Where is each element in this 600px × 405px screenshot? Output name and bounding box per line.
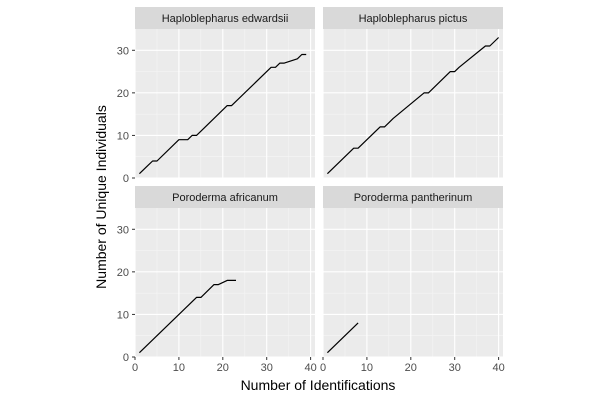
panel-title: Haploblepharus pictus bbox=[359, 13, 468, 25]
y-tick-label: 20 bbox=[117, 267, 129, 279]
y-tick-label: 0 bbox=[123, 173, 129, 185]
y-tick-label: 0 bbox=[123, 352, 129, 364]
y-tick-label: 10 bbox=[117, 309, 129, 321]
series-line-2 bbox=[326, 37, 500, 175]
y-tick-label: 30 bbox=[117, 224, 129, 236]
panel-title: Poroderma pantherinum bbox=[354, 192, 473, 204]
x-axis-col-2: 0 10 20 30 40 bbox=[320, 357, 505, 374]
x-tick-label: 10 bbox=[173, 362, 185, 374]
panel-title: Poroderma africanum bbox=[172, 192, 278, 204]
panel-strip bbox=[323, 186, 503, 208]
panel-title: Haploblepharus edwardsii bbox=[162, 13, 289, 25]
panel-4: Poroderma pantherinum bbox=[322, 186, 503, 358]
x-tick-label: 30 bbox=[261, 362, 273, 374]
panel-background bbox=[135, 208, 315, 357]
y-tick-label: 10 bbox=[117, 130, 129, 142]
x-tick-label: 20 bbox=[217, 362, 229, 374]
series-line-4 bbox=[326, 322, 359, 354]
panel-3: Poroderma africanum bbox=[134, 186, 315, 358]
x-tick-label: 10 bbox=[361, 362, 373, 374]
y-tick-label: 20 bbox=[117, 88, 129, 100]
series-line-3 bbox=[138, 279, 236, 354]
panel-background bbox=[323, 29, 503, 178]
x-tick-label: 30 bbox=[449, 362, 461, 374]
x-tick-label: 0 bbox=[320, 362, 326, 374]
y-axis-row-2: 0 10 20 30 bbox=[117, 224, 135, 364]
panel-2: Haploblepharus pictus bbox=[322, 7, 503, 179]
x-axis-title: Number of Identifications bbox=[241, 377, 396, 393]
x-tick-label: 40 bbox=[492, 362, 504, 374]
panel-strip bbox=[135, 186, 315, 208]
panels-layer: Haploblepharus edwardsii Haploblepharus p… bbox=[134, 7, 503, 358]
panel-strip bbox=[323, 7, 503, 29]
x-tick-label: 0 bbox=[132, 362, 138, 374]
x-tick-label: 20 bbox=[405, 362, 417, 374]
panel-1: Haploblepharus edwardsii bbox=[134, 7, 315, 179]
panel-strip bbox=[135, 7, 315, 29]
series-line-1 bbox=[138, 53, 307, 175]
x-axis-col-1: 0 10 20 30 40 bbox=[132, 357, 317, 374]
x-tick-label: 40 bbox=[304, 362, 316, 374]
y-axis-row-1: 0 10 20 30 bbox=[117, 45, 135, 185]
y-tick-label: 30 bbox=[117, 45, 129, 57]
axes-layer: 0 10 20 30 0 10 20 30 0 10 20 30 40 0 10 20 30 40 bbox=[117, 45, 505, 374]
y-axis-title: Number of Unique Individuals bbox=[93, 105, 109, 289]
panel-background bbox=[323, 208, 503, 357]
